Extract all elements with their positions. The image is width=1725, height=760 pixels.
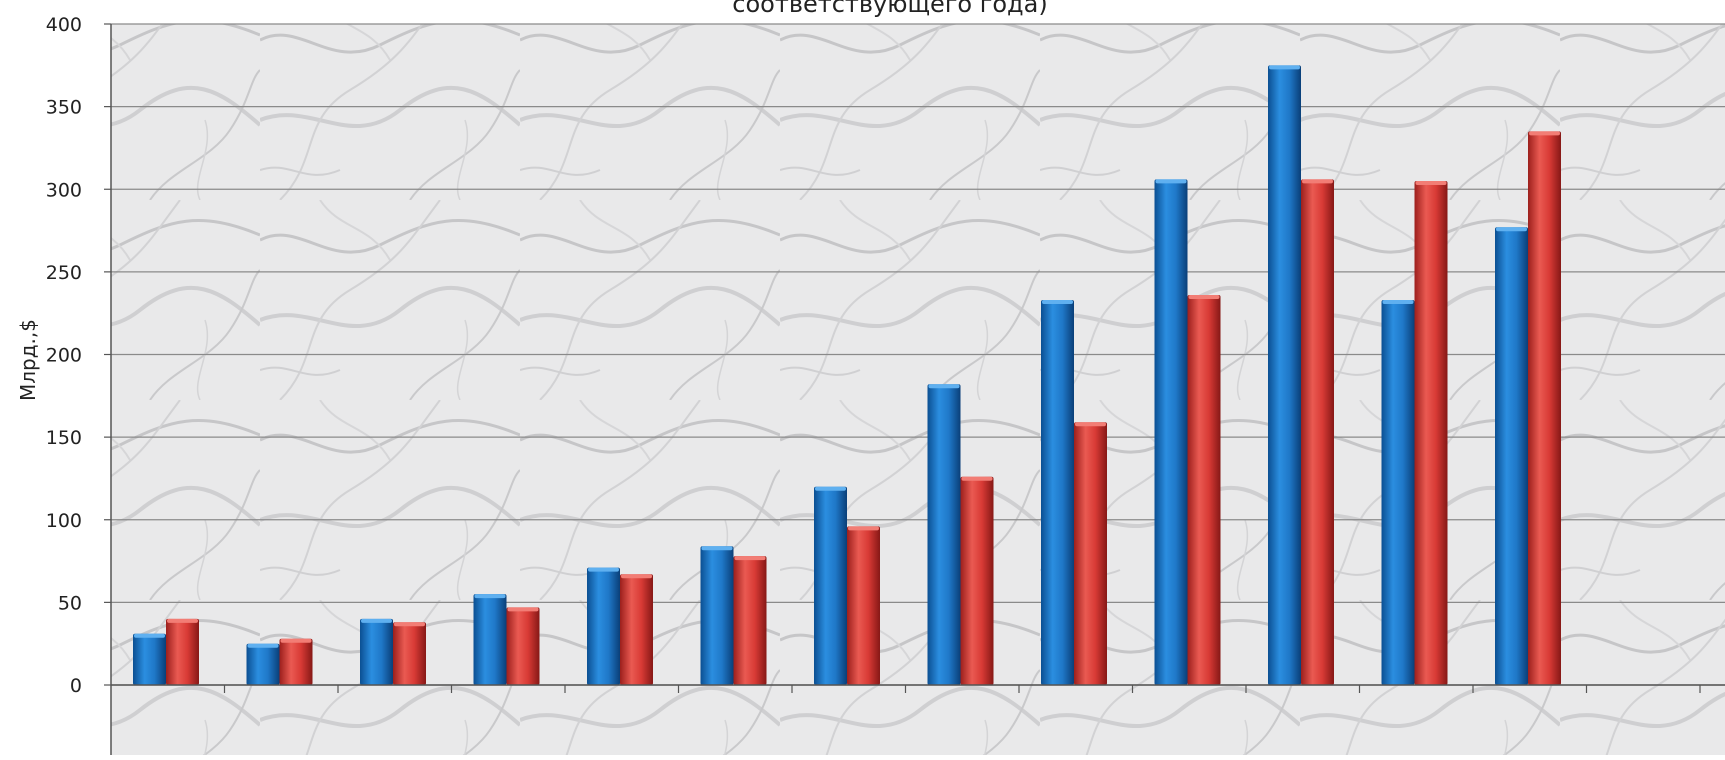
bar-top-series2-1 xyxy=(167,618,198,623)
y-tick-label: 0 xyxy=(70,675,82,697)
bar-series2-2 xyxy=(279,638,313,685)
bar-series1-1 xyxy=(133,633,166,685)
bar-series1-4 xyxy=(473,594,507,685)
y-tick-label: 400 xyxy=(46,14,82,36)
bar-top-series1-12 xyxy=(1382,299,1414,304)
bar-series2-9 xyxy=(1074,422,1107,685)
plot-area xyxy=(111,24,1725,755)
bar-top-series2-6 xyxy=(734,556,766,561)
bars xyxy=(133,65,1561,686)
y-tick-label: 200 xyxy=(46,345,82,367)
bar-series2-12 xyxy=(1414,180,1448,686)
bar-top-series1-1 xyxy=(134,633,165,638)
bar-top-series2-13 xyxy=(1529,131,1560,136)
bar-series2-5 xyxy=(620,574,653,685)
bar-series1-10 xyxy=(1154,179,1188,685)
bar-series2-8 xyxy=(960,476,994,685)
y-axis: 0 50 100 150 200 250 300 350 400 xyxy=(46,14,112,755)
y-tick-label: 50 xyxy=(58,592,82,614)
bar-series2-4 xyxy=(506,607,540,685)
y-tick-label: 300 xyxy=(46,179,82,201)
bar-top-series2-8 xyxy=(961,476,993,481)
bar-top-series1-13 xyxy=(1496,227,1527,232)
bar-top-series1-3 xyxy=(361,618,392,623)
bar-series2-11 xyxy=(1301,179,1334,685)
bar-series2-1 xyxy=(166,618,199,685)
bar-series1-13 xyxy=(1495,227,1528,685)
bar-top-series2-5 xyxy=(621,574,652,579)
bar-top-series2-9 xyxy=(1075,422,1106,427)
bar-top-series1-8 xyxy=(928,384,960,389)
bar-series1-12 xyxy=(1381,299,1415,685)
y-axis-title: Млрд.,$ xyxy=(16,319,40,401)
bar-top-series2-4 xyxy=(507,607,539,612)
bar-series1-5 xyxy=(587,567,620,685)
bar-series1-9 xyxy=(1041,299,1074,685)
bar-top-series2-7 xyxy=(848,526,879,531)
bar-series1-6 xyxy=(700,546,734,685)
bar-top-series2-3 xyxy=(394,622,425,627)
y-tick-label: 350 xyxy=(46,97,82,119)
bar-top-series2-12 xyxy=(1415,180,1447,185)
bar-top-series1-10 xyxy=(1155,179,1187,184)
bar-series2-3 xyxy=(393,622,426,685)
bar-top-series1-6 xyxy=(701,546,733,551)
bar-top-series1-5 xyxy=(588,567,619,572)
y-tick-label: 150 xyxy=(46,427,82,449)
bar-series2-7 xyxy=(847,526,880,685)
y-tick-label: 100 xyxy=(46,510,82,532)
chart-title: соответствующего года) xyxy=(732,0,1047,18)
bar-series1-3 xyxy=(360,618,393,685)
x-axis xyxy=(111,684,1725,693)
bar-top-series1-9 xyxy=(1042,299,1073,304)
bar-top-series1-11 xyxy=(1269,65,1300,70)
bar-top-series2-11 xyxy=(1302,179,1333,184)
bar-series1-11 xyxy=(1268,65,1301,685)
bar-series1-8 xyxy=(927,384,961,685)
y-tick-label: 250 xyxy=(46,262,82,284)
bar-top-series2-10 xyxy=(1188,295,1220,300)
bar-series2-13 xyxy=(1528,131,1561,686)
bar-series1-2 xyxy=(246,643,280,685)
bar-series1-7 xyxy=(814,486,847,685)
grid-lines xyxy=(111,23,1725,686)
bar-series2-10 xyxy=(1187,295,1221,685)
bar-series2-6 xyxy=(733,556,767,685)
bar-top-series2-2 xyxy=(280,638,312,643)
bar-top-series1-2 xyxy=(247,643,279,648)
bar-top-series1-4 xyxy=(474,594,506,599)
bar-top-series1-7 xyxy=(815,486,846,491)
